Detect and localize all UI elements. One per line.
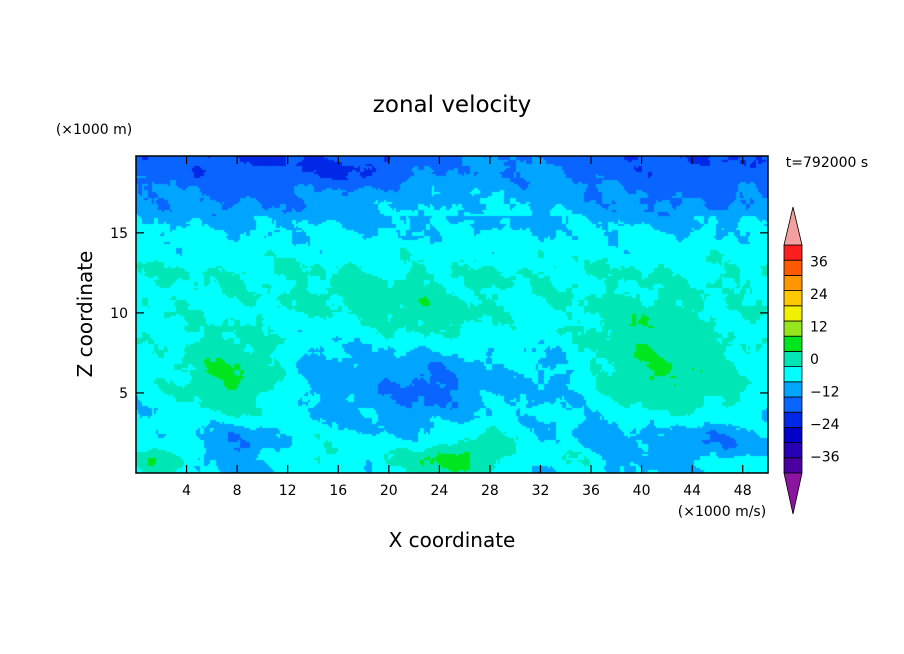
plot-area xyxy=(135,155,769,474)
colorbar-tick-label: 24 xyxy=(810,287,828,303)
colorbar-swatch xyxy=(783,442,803,459)
y-axis-title: Z coordinate xyxy=(73,251,97,378)
x-tick-label: 48 xyxy=(734,483,752,499)
contour-field xyxy=(136,156,768,473)
colorbar-tick-label: −36 xyxy=(810,450,840,466)
colorbar-tick-label: 0 xyxy=(810,352,819,368)
y-axis: 5 10 15 xyxy=(110,226,768,402)
x-axis: 4 8 12 16 20 24 28 32 36 40 44 48 xyxy=(182,156,752,499)
x-tick-label: 36 xyxy=(582,483,600,499)
y-tick-label: 5 xyxy=(119,386,128,402)
plot-frame xyxy=(135,155,769,474)
colorbar-tick-label: 12 xyxy=(810,319,828,335)
colorbar-tick-label: −12 xyxy=(810,385,840,401)
colorbar-tick-label: 36 xyxy=(810,254,828,270)
x-tick-label: 44 xyxy=(683,483,701,499)
x-tick-label: 40 xyxy=(633,483,651,499)
colorbar-swatch xyxy=(783,411,803,428)
colorbar-swatch xyxy=(783,320,803,337)
x-tick-label: 28 xyxy=(481,483,499,499)
x-tick-label: 12 xyxy=(279,483,297,499)
y-tick-label: 10 xyxy=(110,306,128,322)
x-tick-label: 20 xyxy=(380,483,398,499)
colorbar-swatch xyxy=(783,381,803,398)
colorbar-swatch xyxy=(783,335,803,352)
colorbar-swatch xyxy=(783,426,803,443)
colorbar-swatch xyxy=(783,366,803,383)
colorbar-swatch xyxy=(783,244,803,261)
y-tick-label: 15 xyxy=(110,226,128,242)
colorbar-swatch xyxy=(783,259,803,276)
time-label: t=792000 s xyxy=(786,155,868,171)
colorbar-swatch xyxy=(783,350,803,367)
x-tick-label: 24 xyxy=(430,483,448,499)
colorbar-over-arrow xyxy=(783,206,803,246)
x-tick-label: 16 xyxy=(329,483,347,499)
colorbar-swatch xyxy=(783,274,803,291)
colorbar-swatch xyxy=(783,457,803,474)
x-unit-label: (×1000 m/s) xyxy=(678,504,766,520)
x-tick-label: 4 xyxy=(182,483,191,499)
colorbar-under-arrow xyxy=(783,472,803,515)
x-axis-title: X coordinate xyxy=(389,528,516,552)
colorbar-swatch xyxy=(783,396,803,413)
colorbar: −36 −24 −12 0 12 24 36 xyxy=(783,206,840,515)
chart-title: zonal velocity xyxy=(373,92,531,118)
colorbar-swatch xyxy=(783,305,803,322)
x-tick-label: 32 xyxy=(532,483,550,499)
y-unit-label: (×1000 m) xyxy=(56,122,132,138)
colorbar-tick-label: −24 xyxy=(810,417,840,433)
x-tick-label: 8 xyxy=(233,483,242,499)
colorbar-swatch xyxy=(783,290,803,307)
